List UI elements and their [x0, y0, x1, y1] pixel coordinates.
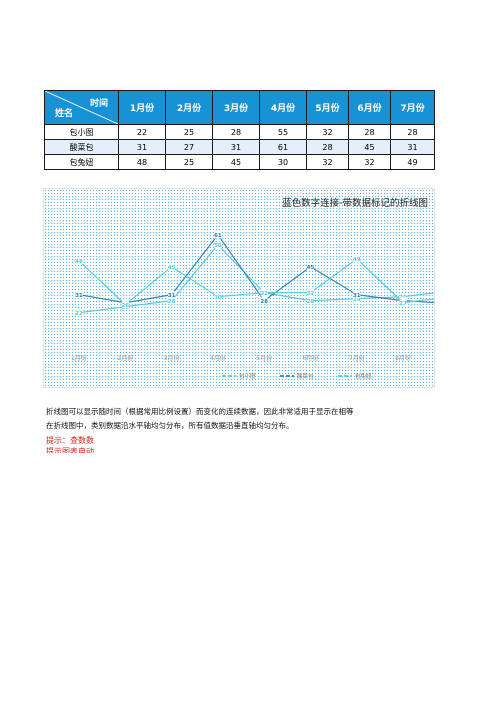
marker-bg: [353, 295, 361, 303]
marker-bg: [399, 293, 407, 301]
month-header: 6月份: [348, 90, 391, 125]
data-label: 31: [168, 293, 176, 299]
data-label: 49: [353, 257, 361, 263]
marker-bg: [260, 289, 268, 297]
data-table: 时间 姓名 1月份 2月份 3月份 4月份 5月份 6月份 7月份 包小图 22…: [44, 90, 435, 170]
data-label: 22: [75, 311, 83, 317]
row-name: 酸菜包: [44, 139, 119, 155]
table-cell: 61: [259, 139, 307, 155]
table-cell: 28: [212, 124, 260, 140]
table-cell: 45: [348, 139, 391, 155]
table-row: 包小图 22 25 28 55 32 28 28: [44, 124, 435, 140]
series-line: [78, 233, 434, 304]
table-row: 包兔妞 48 25 45 30 32 32 49: [44, 154, 435, 170]
x-tick-label: 3月份: [164, 354, 180, 362]
table-cell: 28: [348, 124, 391, 140]
table-cell: 31: [118, 139, 166, 155]
marker-bg: [75, 257, 83, 265]
month-header: 5月份: [306, 90, 349, 125]
marker-bg: [214, 293, 222, 301]
table-cell: 45: [212, 154, 260, 170]
data-label: 26: [121, 303, 129, 309]
hint-line-2: 提示图表自动: [46, 447, 94, 453]
corner-label-name: 姓名: [55, 109, 74, 119]
data-label: 32: [307, 291, 315, 297]
table-cell: 28: [390, 124, 435, 140]
table-cell: 32: [306, 154, 349, 170]
table-cell: 27: [165, 139, 213, 155]
data-label: 28: [168, 299, 176, 305]
table-cell: 25: [165, 154, 213, 170]
legend-label: 酸菜包: [297, 372, 314, 380]
marker-bg: [75, 291, 83, 299]
data-label: 56: [214, 243, 222, 249]
hint-line-1: 提示：查数数: [46, 436, 94, 445]
marker-bg: [353, 255, 361, 263]
table-corner-header: 时间 姓名: [44, 90, 119, 125]
table-cell: 30: [259, 154, 307, 170]
data-label: 31: [75, 293, 83, 299]
marker-bg: [168, 297, 176, 305]
row-name: 包兔妞: [44, 154, 119, 170]
table-cell: 32: [306, 124, 349, 140]
table-header-row: 时间 姓名 1月份 2月份 3月份 4月份 5月份 6月份 7月份: [44, 90, 435, 125]
table-cell: 55: [259, 124, 307, 140]
x-tick-label: 7月份: [349, 354, 365, 362]
description-line-2: 在折线图中，类别数据沿水平轴均匀分布，所有值数据沿垂直轴均匀分布。: [46, 421, 294, 430]
series-line: [78, 244, 434, 314]
marker-bg: [399, 299, 407, 307]
x-tick-label: 1月份: [71, 354, 87, 362]
data-label: 45: [168, 265, 176, 271]
legend-label: 包小图: [239, 372, 256, 380]
data-label: 61: [214, 233, 222, 239]
table-cell: 25: [165, 124, 213, 140]
month-header: 2月份: [165, 90, 213, 125]
data-label: 30: [214, 295, 222, 301]
marker-bg: [214, 231, 222, 239]
diagonal-divider: [45, 91, 118, 124]
table-cell: 48: [118, 154, 166, 170]
table-cell: 32: [348, 154, 391, 170]
marker-bg: [168, 291, 176, 299]
marker-bg: [260, 297, 268, 305]
description-line-1: 折线图可以显示随时间（根据常用比例设置）而变化的连续数据，因此非常适用于显示在相…: [46, 407, 354, 416]
marker-bg: [307, 289, 314, 297]
data-label: 28: [307, 299, 315, 305]
data-label: 28: [260, 299, 268, 305]
data-label: 32: [260, 291, 268, 297]
month-header: 1月份: [118, 90, 166, 125]
x-tick-label: 4月份: [210, 354, 226, 362]
data-label: 48: [75, 259, 83, 265]
table-row: 酸菜包 31 27 31 61 28 45 31: [44, 139, 435, 155]
marker-bg: [75, 309, 83, 317]
data-label: 31: [353, 293, 361, 299]
corner-label-time: 时间: [89, 99, 108, 109]
x-tick-label: 8月份: [395, 354, 411, 362]
chart-title: 蓝色数字连接-带数据标记的折线图: [282, 197, 428, 209]
marker-bg: [307, 297, 314, 305]
marker-bg: [353, 291, 361, 299]
x-tick-label: 6月份: [303, 354, 319, 362]
legend-label: 包兔妞: [355, 372, 372, 380]
marker-bg: [307, 263, 314, 271]
table-cell: 22: [118, 124, 166, 140]
data-label: 29: [353, 297, 361, 303]
marker-bg: [214, 241, 222, 249]
table-cell: 28: [306, 139, 349, 155]
table-cell: 49: [390, 154, 435, 170]
line-chart: 蓝色数字连接-带数据标记的折线图 1月份 2月份 3月份 4月份 5月份 6月份 7月份 8月份…: [43, 188, 435, 388]
table-cell: 31: [212, 139, 260, 155]
data-label: 45: [307, 265, 315, 271]
data-label: 27: [399, 301, 407, 307]
marker-bg: [168, 263, 176, 271]
x-tick-label: 5月份: [256, 354, 272, 362]
x-tick-label: 2月份: [117, 354, 133, 362]
chart-canvas: 蓝色数字连接-带数据标记的折线图 1月份 2月份 3月份 4月份 5月份 6月份 7月份 8月份…: [52, 197, 434, 380]
table-cell: 31: [390, 139, 435, 155]
row-name: 包小图: [44, 124, 119, 140]
month-header: 7月份: [390, 90, 435, 125]
month-header: 4月份: [259, 90, 307, 125]
month-header: 3月份: [212, 90, 260, 125]
marker-bg: [121, 301, 129, 309]
